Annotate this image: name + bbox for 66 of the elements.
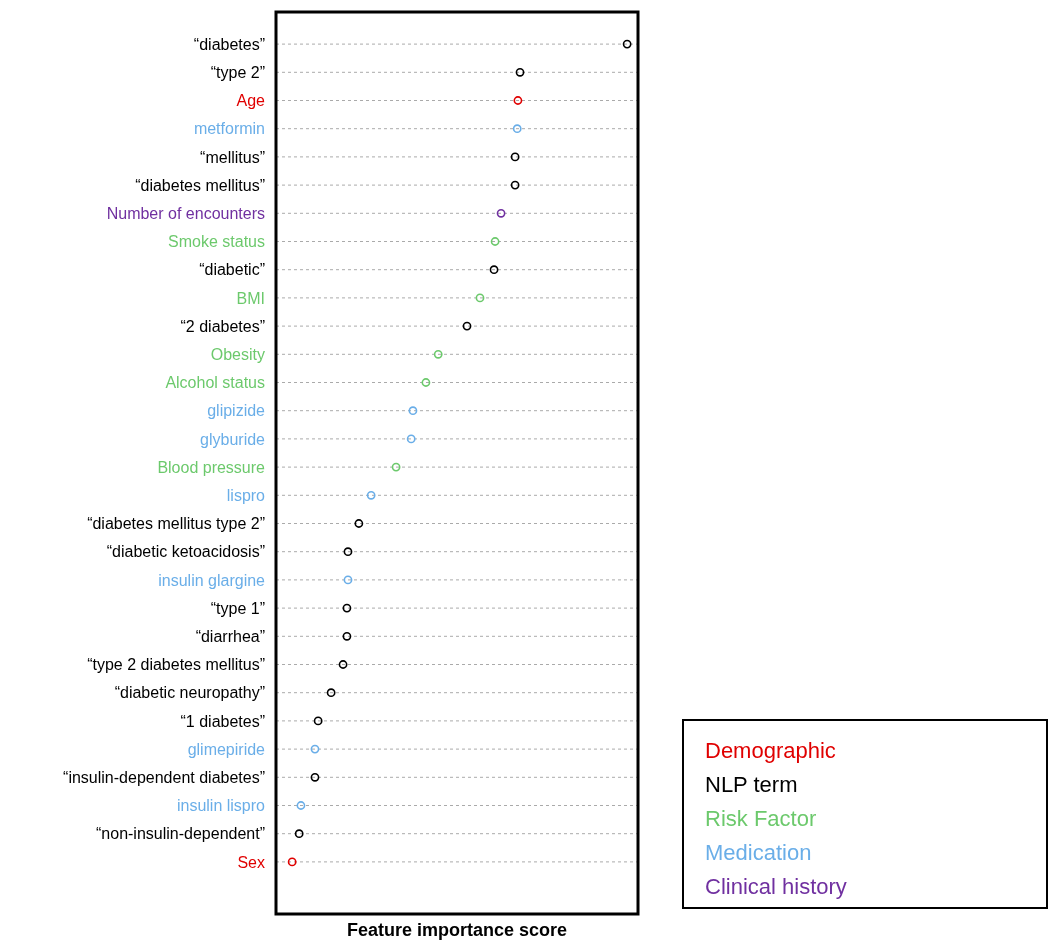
point [622, 39, 632, 49]
point [338, 660, 348, 669]
y-tick-label: “non-insulin-dependent” [96, 825, 265, 843]
y-tick-label: “diabetes mellitus type 2” [87, 515, 265, 533]
text: Risk Factor [705, 805, 817, 831]
y-tick-label: insulin lispro [176, 797, 266, 815]
y-tick-label: “2 diabetes” [180, 317, 265, 335]
point [510, 152, 520, 162]
text: Clinical history [705, 873, 847, 899]
y-tick-label: “diabetic neuropathy” [114, 684, 265, 702]
y-tick-label: BMI [236, 289, 265, 307]
y-tick-label: metformin [193, 120, 265, 138]
point [326, 688, 336, 698]
y-tick-label: Smoke status [168, 233, 265, 251]
point [462, 321, 472, 331]
point [406, 434, 416, 444]
point [515, 67, 525, 77]
point [433, 349, 443, 359]
y-tick-label: glimepiride [187, 740, 266, 758]
point [496, 208, 506, 218]
y-tick-label: Age [236, 92, 266, 110]
point [475, 293, 485, 303]
text: Medication [705, 839, 812, 865]
point [513, 96, 523, 105]
y-tick-label: glyburide [200, 430, 266, 448]
point [408, 406, 418, 416]
point [287, 857, 297, 867]
point [343, 547, 353, 557]
point [310, 744, 320, 754]
y-tick-label: Sex [237, 853, 265, 871]
point [366, 490, 376, 500]
y-tick-label: glipizide [207, 402, 266, 420]
y-tick-label: “type 1” [210, 599, 265, 617]
y-tick-label: “diarrhea” [195, 627, 265, 645]
y-tick-label: “type 2” [210, 63, 265, 81]
point [296, 801, 306, 810]
point [391, 462, 401, 472]
y-tick-label: “type 2 diabetes mellitus” [87, 656, 265, 674]
point [354, 519, 364, 528]
point [342, 631, 352, 641]
point [294, 829, 304, 839]
y-tick-label: “1 diabetes” [180, 712, 265, 730]
y-tick-label: “insulin-dependent diabetes” [63, 768, 265, 786]
point [342, 603, 352, 613]
y-tick-label: Obesity [210, 345, 265, 363]
y-tick-label: “mellitus” [200, 148, 265, 166]
point [489, 265, 499, 275]
y-tick-label: lispro [226, 486, 266, 504]
point [343, 575, 353, 585]
text: Demographic [705, 737, 836, 763]
y-tick-label: Blood pressure [157, 458, 266, 476]
point [490, 237, 500, 246]
y-tick-label: insulin glargine [158, 571, 266, 589]
y-tick-label: “diabetes” [193, 35, 265, 53]
y-tick-label: “diabetic” [199, 261, 265, 279]
text: NLP term [705, 771, 798, 797]
point [510, 180, 520, 190]
y-tick-label: “diabetic ketoacidosis” [106, 543, 265, 561]
y-tick-label: Number of encounters [106, 204, 265, 222]
point [512, 124, 522, 134]
x-axis-title: Feature importance score [346, 919, 568, 940]
point [313, 716, 323, 726]
point [310, 772, 320, 782]
y-tick-label: Alcohol status [165, 374, 265, 392]
point [421, 378, 431, 387]
y-tick-label: “diabetes mellitus” [135, 176, 265, 194]
